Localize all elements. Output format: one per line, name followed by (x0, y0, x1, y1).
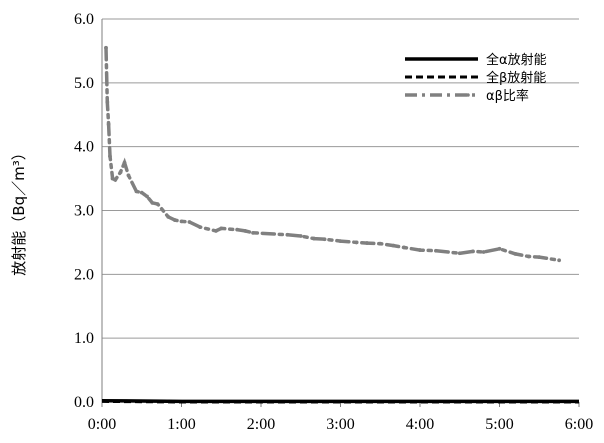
data-point (214, 229, 218, 233)
data-point (198, 225, 202, 229)
x-tick-label: 2:00 (247, 416, 275, 433)
data-point (105, 100, 110, 104)
data-point (434, 248, 438, 253)
y-tick-label: 4.0 (74, 139, 94, 156)
data-point (104, 45, 108, 50)
data-point (513, 252, 518, 256)
legend-label: αβ比率 (486, 88, 529, 104)
x-tick-label: 1:00 (167, 416, 195, 433)
data-point (285, 232, 290, 237)
data-point (338, 239, 343, 244)
data-point (106, 122, 111, 127)
legend-label: 全β放射能 (486, 70, 546, 86)
data-point (166, 214, 171, 219)
y-tick-label: 5.0 (74, 75, 94, 92)
data-point (365, 241, 369, 245)
y-tick-label: 0.0 (74, 394, 94, 411)
x-tick-label: 4:00 (406, 416, 434, 433)
y-tick-label: 6.0 (74, 11, 94, 28)
data-point (145, 194, 149, 199)
y-axis-label: 放射能（Bq／m³） (10, 145, 28, 275)
data-point (312, 236, 316, 241)
series-line-total-beta (101, 399, 579, 404)
data-point (402, 245, 406, 250)
data-point (378, 241, 383, 246)
data-point (108, 154, 112, 159)
data-point (537, 255, 542, 259)
x-tick-label: 5:00 (485, 416, 513, 433)
x-tick-label: 6:00 (565, 416, 593, 433)
data-point (139, 190, 144, 195)
data-point (235, 227, 240, 232)
legend-swatch-dot (466, 93, 470, 97)
data-point (418, 248, 422, 252)
data-point (481, 250, 486, 254)
gridlines (102, 18, 579, 339)
x-tick-label: 0:00 (88, 416, 116, 433)
data-point (118, 170, 123, 175)
data-point (391, 243, 396, 248)
data-point (126, 173, 131, 178)
data-point (113, 177, 118, 182)
series-line-ab-ratio (104, 45, 561, 263)
data-point (298, 234, 303, 238)
y-tick-label: 1.0 (74, 330, 94, 347)
data-point (354, 240, 359, 245)
data-point (155, 202, 160, 207)
data-point (219, 226, 224, 231)
data-point (150, 200, 155, 205)
data-point (322, 237, 327, 242)
tick-labels: 0.0 1.0 2.0 3.0 4.0 5.0 6.0 0:00 1:00 2:00 3:00 4:0… (74, 11, 593, 433)
data-point (471, 249, 475, 254)
data-point (457, 251, 462, 256)
data-point (243, 229, 248, 233)
y-tick-label: 2.0 (74, 266, 94, 283)
series-layer (101, 45, 579, 404)
data-point (251, 230, 255, 235)
data-point (497, 246, 502, 251)
legend-label: 全α放射能 (486, 52, 547, 68)
x-tick-label: 3:00 (326, 416, 354, 433)
data-point (122, 160, 127, 165)
data-point (526, 254, 531, 259)
y-tick-label: 3.0 (74, 203, 94, 220)
data-point (557, 258, 562, 263)
data-point (134, 189, 139, 194)
data-point (172, 218, 177, 222)
data-point (187, 220, 192, 224)
data-point (179, 219, 184, 224)
